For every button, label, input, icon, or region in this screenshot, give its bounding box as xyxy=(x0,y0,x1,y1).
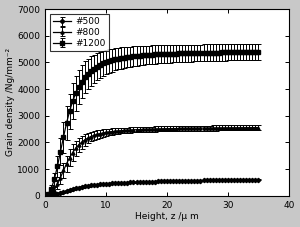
X-axis label: Height, z /μ m: Height, z /μ m xyxy=(135,212,199,222)
Legend: #500, #800, #1200: #500, #800, #1200 xyxy=(50,14,109,51)
Y-axis label: Grain density /Ng/mm⁻²: Grain density /Ng/mm⁻² xyxy=(6,48,15,156)
